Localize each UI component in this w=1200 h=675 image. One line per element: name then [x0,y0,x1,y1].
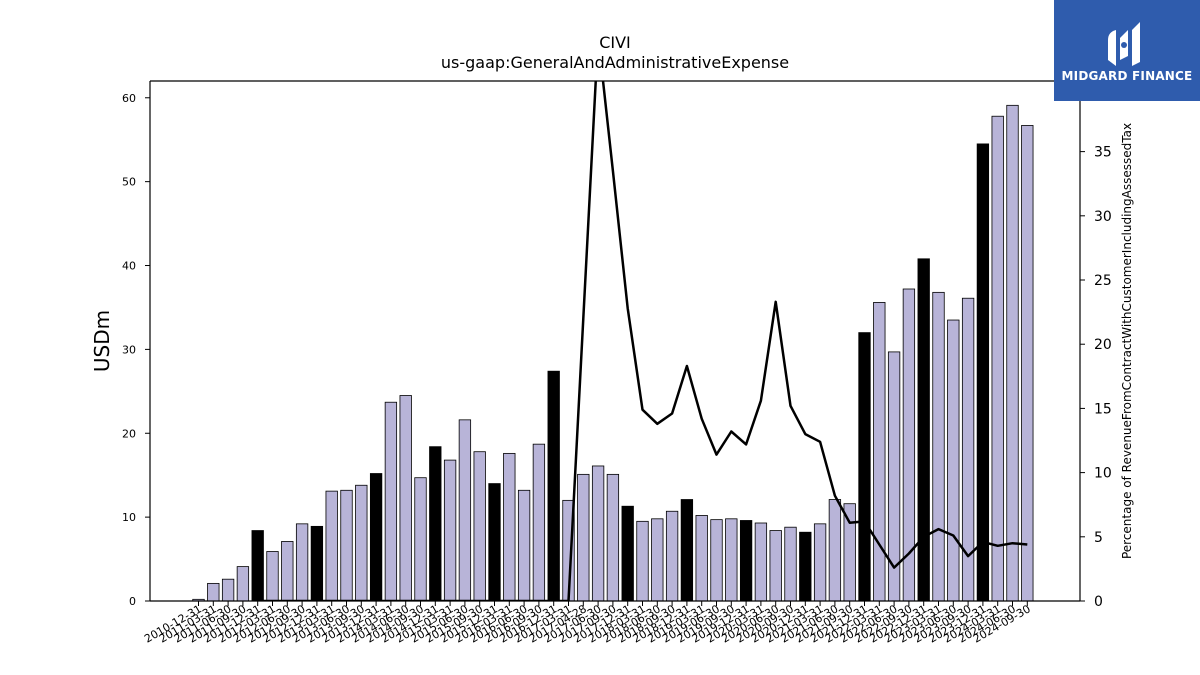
y-tick-label: 40 [122,260,136,273]
bar-2017-04-28 [577,473,590,602]
bar-2021-03-31 [813,523,827,602]
bar-2011-12-31 [251,530,264,602]
y-tick-label: 60 [122,92,136,105]
bar-2021-09-30 [843,503,856,602]
bar-2013-09-30 [355,484,368,602]
bar-2015-12-31 [488,483,501,602]
bar-2022-12-31 [917,258,930,602]
bar-2018-09-30 [665,510,679,602]
chart-title: CIVI [599,33,631,52]
y2-tick-label: 20 [1094,337,1112,353]
y-tick-label: 0 [129,595,136,608]
bar-2022-03-31 [873,302,886,602]
bar-2012-06-30 [281,541,294,602]
bar-2024-03-31 [991,115,1004,602]
y2-tick-label: 15 [1094,401,1112,417]
bar-2019-06-30 [710,519,723,602]
bar-2012-09-30 [295,523,309,602]
y-tick-label: 20 [122,427,136,440]
bar-2017-09-30 [606,473,620,602]
y2-tick-label: 35 [1094,145,1112,161]
bar-2021-12-31 [858,332,871,602]
bar-2024-06-30 [1006,104,1019,602]
bar-2011-03-31 [207,582,220,602]
bar-2016-03-31 [503,452,516,602]
bar-2023-06-30 [947,319,960,602]
bars-layer [192,104,1034,602]
bar-2021-06-30 [828,499,842,602]
bar-2019-03-31 [695,515,708,602]
bar-2017-06-30 [591,465,605,602]
bar-2015-09-30 [473,451,486,602]
bar-2018-12-31 [680,499,694,602]
bar-2023-12-31 [976,143,990,602]
bar-2018-03-31 [636,520,649,602]
bar-2012-03-31 [266,551,279,602]
bar-2011-09-30 [236,566,250,602]
bar-2014-09-30 [414,477,427,602]
line-layer [257,81,1028,601]
bar-2012-12-31 [310,525,324,602]
brand-name: MIDGARD FINANCE [1061,69,1193,83]
bar-2016-12-31 [547,370,560,602]
y2-axis-label: Percentage of RevenueFromContractWithCus… [1120,123,1134,559]
bar-2023-03-31 [932,291,945,602]
y2-tick-label: 5 [1094,530,1103,546]
y2-tick-label: 0 [1094,594,1103,610]
bar-2011-06-30 [221,578,235,602]
bar-2017-12-31 [621,505,634,602]
bar-2015-03-31 [443,459,457,602]
y2-tick-label: 30 [1094,209,1112,225]
y-tick-label: 10 [122,511,136,524]
chart-subtitle: us-gaap:GeneralAndAdministrativeExpense [441,53,789,72]
bar-2019-12-31 [739,520,753,602]
bar-2014-03-31 [384,401,398,602]
bar-2014-06-30 [399,395,412,602]
y-tick-label: 30 [122,343,136,356]
bar-2016-09-30 [532,443,546,602]
bar-2019-09-30 [725,518,738,602]
bar-2013-06-30 [340,489,353,602]
bar-2020-12-31 [799,531,812,602]
bar-2013-12-31 [369,473,383,602]
bar-2020-09-30 [784,526,797,602]
bar-2020-03-31 [754,522,768,602]
axes-frame [149,80,1081,602]
bar-2014-12-31 [429,446,442,602]
bar-2024-09-30 [1021,125,1034,602]
bar-2015-06-30 [458,419,472,602]
bar-2020-06-30 [769,530,782,602]
y-axis-label: USDm [90,310,114,372]
bar-2018-06-30 [651,518,664,602]
y-tick-label: 50 [122,176,136,189]
y2-tick-label: 10 [1094,466,1112,482]
y2-tick-label: 25 [1094,273,1112,289]
bar-2016-06-30 [517,489,531,602]
bar-2013-03-31 [325,490,338,602]
series-line-percentage [257,81,1028,601]
brand-logo: MIDGARD FINANCE [1054,0,1200,101]
logo-mark-icon [1108,22,1140,66]
